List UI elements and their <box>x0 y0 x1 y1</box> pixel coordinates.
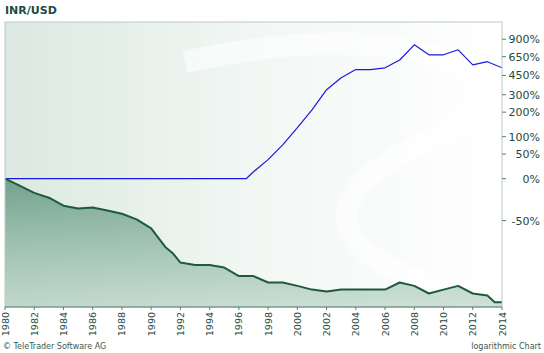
plot-frame <box>5 22 502 307</box>
plot-background <box>5 22 502 307</box>
x-tick <box>151 307 152 310</box>
y-tick-label: 300% <box>509 89 540 102</box>
x-tick <box>472 307 473 310</box>
chart: 900% 650% 450% 300% 200% 100% 50% 0% -50% 1980 198… <box>0 0 544 353</box>
y-tick <box>502 220 506 221</box>
y-tick-label: 50% <box>516 148 540 161</box>
y-tick <box>502 154 506 155</box>
x-tick-label: 2010 <box>438 312 449 336</box>
y-tick-label: 900% <box>509 33 540 46</box>
x-tick-label: 2006 <box>380 312 391 336</box>
y-tick <box>502 112 506 113</box>
x-tick-label: 2004 <box>350 312 361 336</box>
x-tick <box>121 307 122 310</box>
y-tick <box>502 39 506 40</box>
x-tick-label: 1986 <box>87 312 98 336</box>
x-tick <box>63 307 64 310</box>
x-tick <box>5 307 6 310</box>
y-tick <box>502 178 506 179</box>
y-tick <box>502 94 506 95</box>
y-tick <box>502 75 506 76</box>
y-tick-label: -50% <box>512 215 540 228</box>
title: INR/USD <box>5 4 57 17</box>
x-tick <box>414 307 415 310</box>
x-tick-label: 2002 <box>321 312 332 336</box>
x-tick-label: 2012 <box>467 312 478 336</box>
x-tick-label: 1984 <box>58 312 69 336</box>
x-tick <box>385 307 386 310</box>
x-tick <box>180 307 181 310</box>
data-layer <box>5 45 502 307</box>
decoration <box>185 44 480 297</box>
x-tick-label: 1992 <box>175 312 186 336</box>
x-tick-label: 1994 <box>204 312 215 336</box>
y-tick-label: 0% <box>523 173 540 186</box>
x-tick <box>443 307 444 310</box>
x-tick <box>209 307 210 310</box>
x-tick <box>326 307 327 310</box>
y-tick <box>502 136 506 137</box>
scale-note: logarithmic Chart <box>471 342 541 351</box>
copyright: © TeleTrader Software AG <box>3 342 106 351</box>
x-tick <box>238 307 239 310</box>
x-tick-label: 2000 <box>292 312 303 336</box>
x-tick <box>92 307 93 310</box>
y-tick-label: 450% <box>509 69 540 82</box>
area-fill <box>5 179 502 307</box>
y-tick-label: 650% <box>509 51 540 64</box>
series-line <box>5 179 502 303</box>
x-tick <box>268 307 269 310</box>
x-tick <box>297 307 298 310</box>
background <box>0 0 544 353</box>
x-tick-label: 1980 <box>0 312 11 336</box>
x-axis <box>5 307 502 308</box>
x-tick <box>502 307 503 310</box>
y-tick-label: 200% <box>509 106 540 119</box>
x-tick <box>34 307 35 310</box>
x-tick-label: 1988 <box>116 312 127 336</box>
x-tick-label: 1996 <box>233 312 244 336</box>
x-tick-label: 1990 <box>146 312 157 336</box>
x-tick-label: 1982 <box>29 312 40 336</box>
y-tick-label: 100% <box>509 131 540 144</box>
series-line <box>5 45 502 179</box>
x-tick-label: 2014 <box>497 312 508 336</box>
x-tick <box>355 307 356 310</box>
x-tick-label: 2008 <box>409 312 420 336</box>
y-tick <box>502 56 506 57</box>
x-tick-label: 1998 <box>263 312 274 336</box>
